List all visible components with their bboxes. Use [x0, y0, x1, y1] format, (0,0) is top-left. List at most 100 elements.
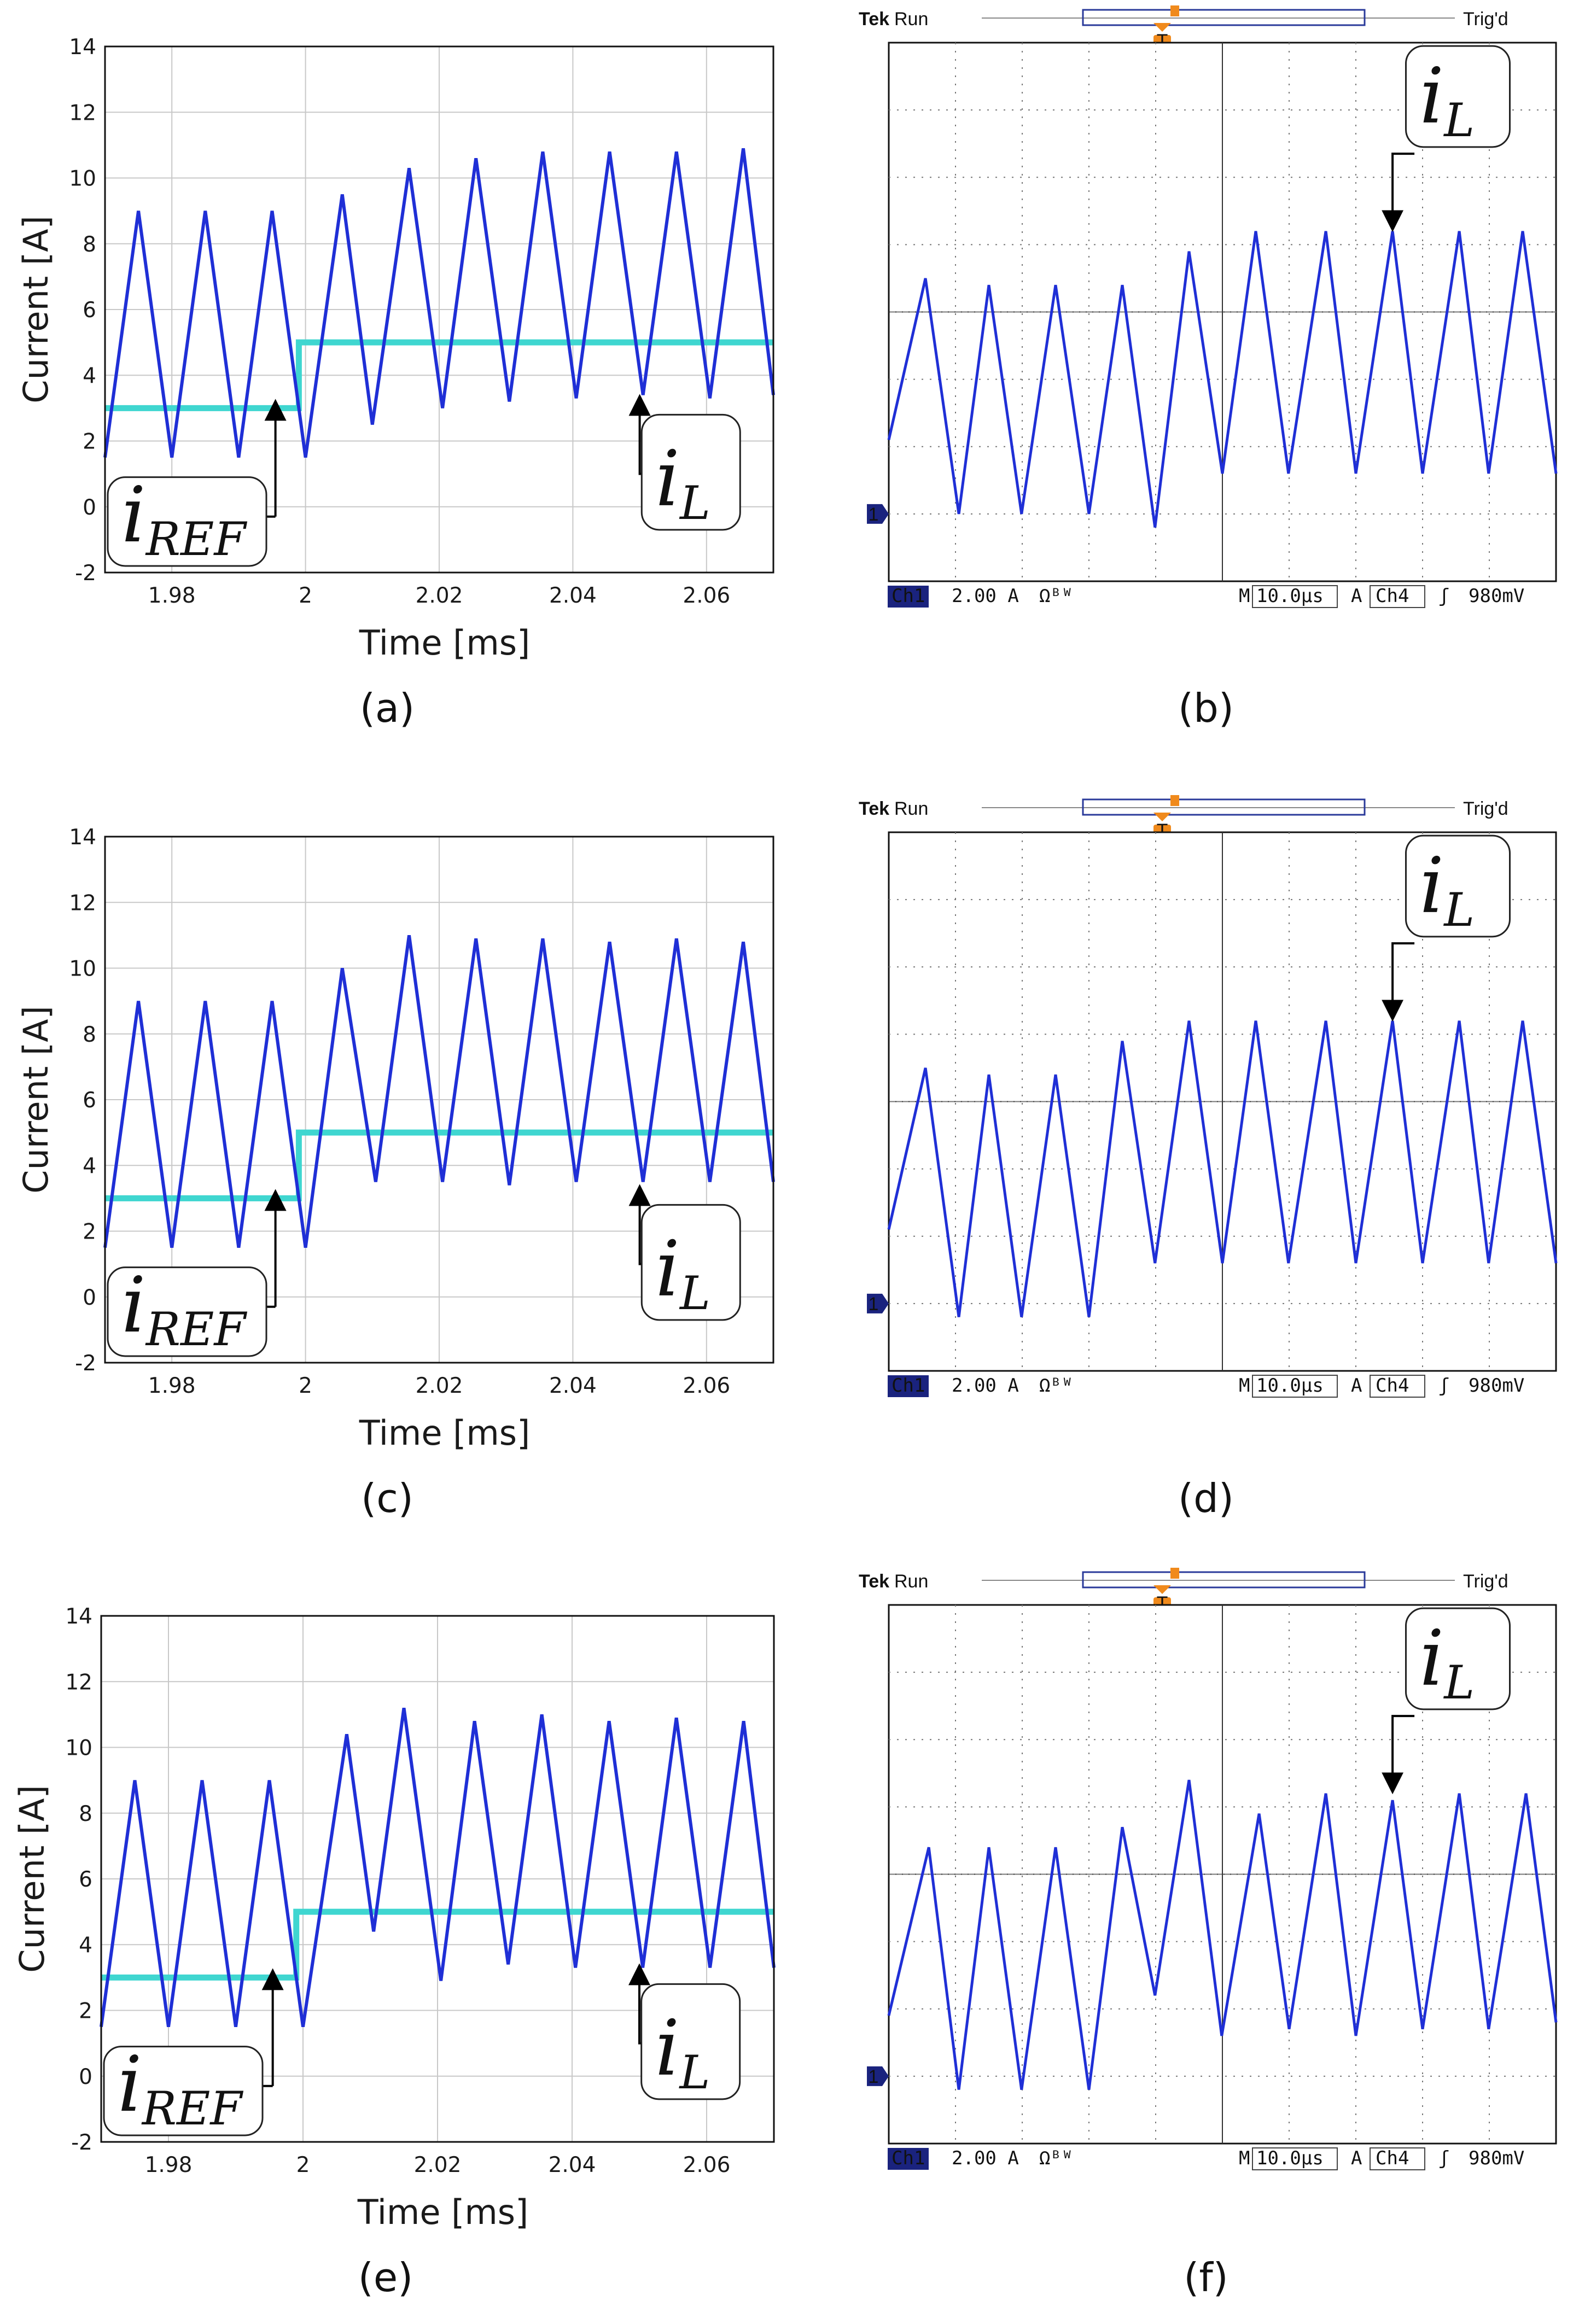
panel-caption: (d): [1178, 1475, 1234, 1521]
y-tick-label: 14: [69, 35, 96, 60]
scope-trig-status: Trig'd: [1463, 9, 1508, 30]
y-tick-label: 10: [65, 1736, 92, 1761]
x-tick-label: 1.98: [145, 2153, 193, 2177]
il-callout-box: [1405, 834, 1511, 938]
iref-callout-subscript: REF: [141, 2082, 244, 2135]
plot-frame: [104, 836, 774, 1364]
scope-trig-status: Trig'd: [1463, 1571, 1508, 1592]
y-tick-label: 8: [83, 232, 96, 257]
iref-callout-label: iREF: [118, 2040, 243, 2135]
x-tick-label: 1.98: [148, 583, 196, 608]
il-callout-label: iL: [655, 2004, 710, 2099]
il-callout-symbol: i: [1420, 1614, 1444, 1703]
y-tick-label: 6: [83, 298, 96, 323]
scope-brand: Tek: [859, 9, 889, 30]
scope-trig-slope: ʃ: [1438, 1375, 1449, 1397]
y-tick-label: 0: [83, 495, 96, 520]
iref-callout-symbol: i: [121, 471, 146, 560]
y-tick-label: 2: [79, 1999, 92, 2024]
x-tick-label: 2.06: [683, 1374, 730, 1398]
y-axis-label: Current [A]: [16, 1006, 56, 1193]
plot-frame: [104, 45, 774, 574]
il-callout-symbol: i: [655, 2004, 680, 2093]
scope-trig-source: Ch4: [1376, 2147, 1409, 2169]
scope-trig-slope: ʃ: [1438, 2147, 1449, 2169]
x-tick-label: 2: [296, 2153, 310, 2177]
y-tick-label: 12: [65, 1670, 92, 1695]
scope-ground-marker-label: 1: [869, 504, 879, 525]
scope-ch1-tag: Ch1: [892, 2147, 925, 2169]
il-callout-box: [1405, 1607, 1511, 1710]
x-axis-label: Time [ms]: [357, 2192, 529, 2232]
scope-ch1-tag-bg: [888, 2148, 929, 2170]
scope-timebase-box: [1252, 2147, 1338, 2170]
scope-timebase-box: [1252, 585, 1338, 608]
il-callout-symbol: i: [1420, 842, 1444, 931]
il-callout-subscript: L: [1443, 94, 1475, 147]
y-tick-label: 6: [83, 1088, 96, 1113]
sim-panel-e: -2 0 2 4 6 8 10 12 14 1.98 2 2.02 2.04 2.06 Time [ms] C…: [12, 1604, 776, 2300]
iref-series-line: [105, 1129, 773, 1201]
scope-trig-level: 980mV: [1469, 1375, 1524, 1397]
y-tick-label: 12: [69, 891, 96, 915]
scope-ch1-tag: Ch1: [892, 585, 925, 607]
iref-callout-subscript: REF: [145, 512, 248, 566]
y-tick-label: 14: [69, 825, 96, 850]
iref-series-line: [105, 339, 773, 411]
x-tick-label: 2.02: [416, 1374, 463, 1398]
scope-ch1-tag: Ch1: [892, 1375, 925, 1397]
il-callout-label: iL: [1420, 52, 1475, 147]
scope-timebase: 10.0µs: [1256, 585, 1324, 607]
iref-callout-label: iREF: [121, 471, 247, 566]
il-callout-subscript: L: [679, 476, 710, 530]
scope-ch1-ground-marker: [867, 1293, 889, 1313]
iref-callout-subscript: REF: [145, 1303, 248, 1356]
y-tick-label: 14: [65, 1604, 92, 1629]
y-tick-label: 10: [69, 957, 96, 982]
scope-brand: Tek: [859, 798, 889, 819]
scope-record-window: [1082, 1571, 1366, 1589]
scope-record-window: [1082, 798, 1366, 816]
y-tick-label: 8: [83, 1023, 96, 1047]
scope-timebase-prefix: M: [1239, 1375, 1250, 1397]
il-callout-box: [640, 1983, 741, 2100]
y-tick-label: 6: [79, 1867, 92, 1892]
scope-trig-slope: ʃ: [1438, 585, 1449, 607]
iref-callout-box: [103, 2046, 264, 2136]
scope-trigger-pos-icon: [1170, 795, 1179, 806]
scope-timebase-box: [1252, 1375, 1338, 1398]
scope-ground-marker-label: 1: [869, 1294, 879, 1315]
il-callout-subscript: L: [678, 2046, 710, 2099]
scope-ch1-ground-marker: [867, 504, 889, 524]
scope-ch1-scale: 2.00 A: [952, 585, 1019, 607]
iref-callout-symbol: i: [118, 2040, 142, 2129]
y-tick-label: 2: [83, 1220, 96, 1245]
sim-panel-c: -2 0 2 4 6 8 10 12 14 1.98 2 2.02 2.04 2.06 Time [ms] C…: [16, 825, 775, 1521]
y-axis-label: Current [A]: [12, 1785, 52, 1972]
il-arrow: [1382, 1715, 1415, 1795]
scope-trig-source-box: [1370, 2147, 1425, 2170]
iref-callout-symbol: i: [121, 1261, 146, 1350]
iref-series-line: [101, 1908, 774, 1981]
scope-timebase-prefix: M: [1239, 2147, 1250, 2169]
x-axis-label: Time [ms]: [359, 623, 531, 663]
x-tick-label: 2.06: [683, 583, 730, 608]
plot-frame: [100, 1615, 775, 2143]
scope-trig-source-box: [1370, 585, 1425, 608]
y-tick-label: 2: [83, 430, 96, 454]
scope-trig-prefix: A: [1351, 1375, 1362, 1397]
panel-caption: (e): [358, 2255, 413, 2300]
il-callout-box: [1405, 45, 1511, 148]
x-tick-label: 2.04: [549, 1374, 597, 1398]
scope-ch1-coupling: Ωᴮᵂ: [1039, 2147, 1073, 2169]
il-callout-symbol: i: [655, 1225, 680, 1314]
scope-brand: Tek: [859, 1571, 889, 1592]
x-tick-label: 2.02: [416, 583, 463, 608]
y-tick-label: -2: [71, 2130, 92, 2155]
y-tick-label: -2: [75, 561, 96, 586]
x-tick-label: 2: [299, 1374, 312, 1398]
y-tick-label: 0: [79, 2065, 92, 2089]
